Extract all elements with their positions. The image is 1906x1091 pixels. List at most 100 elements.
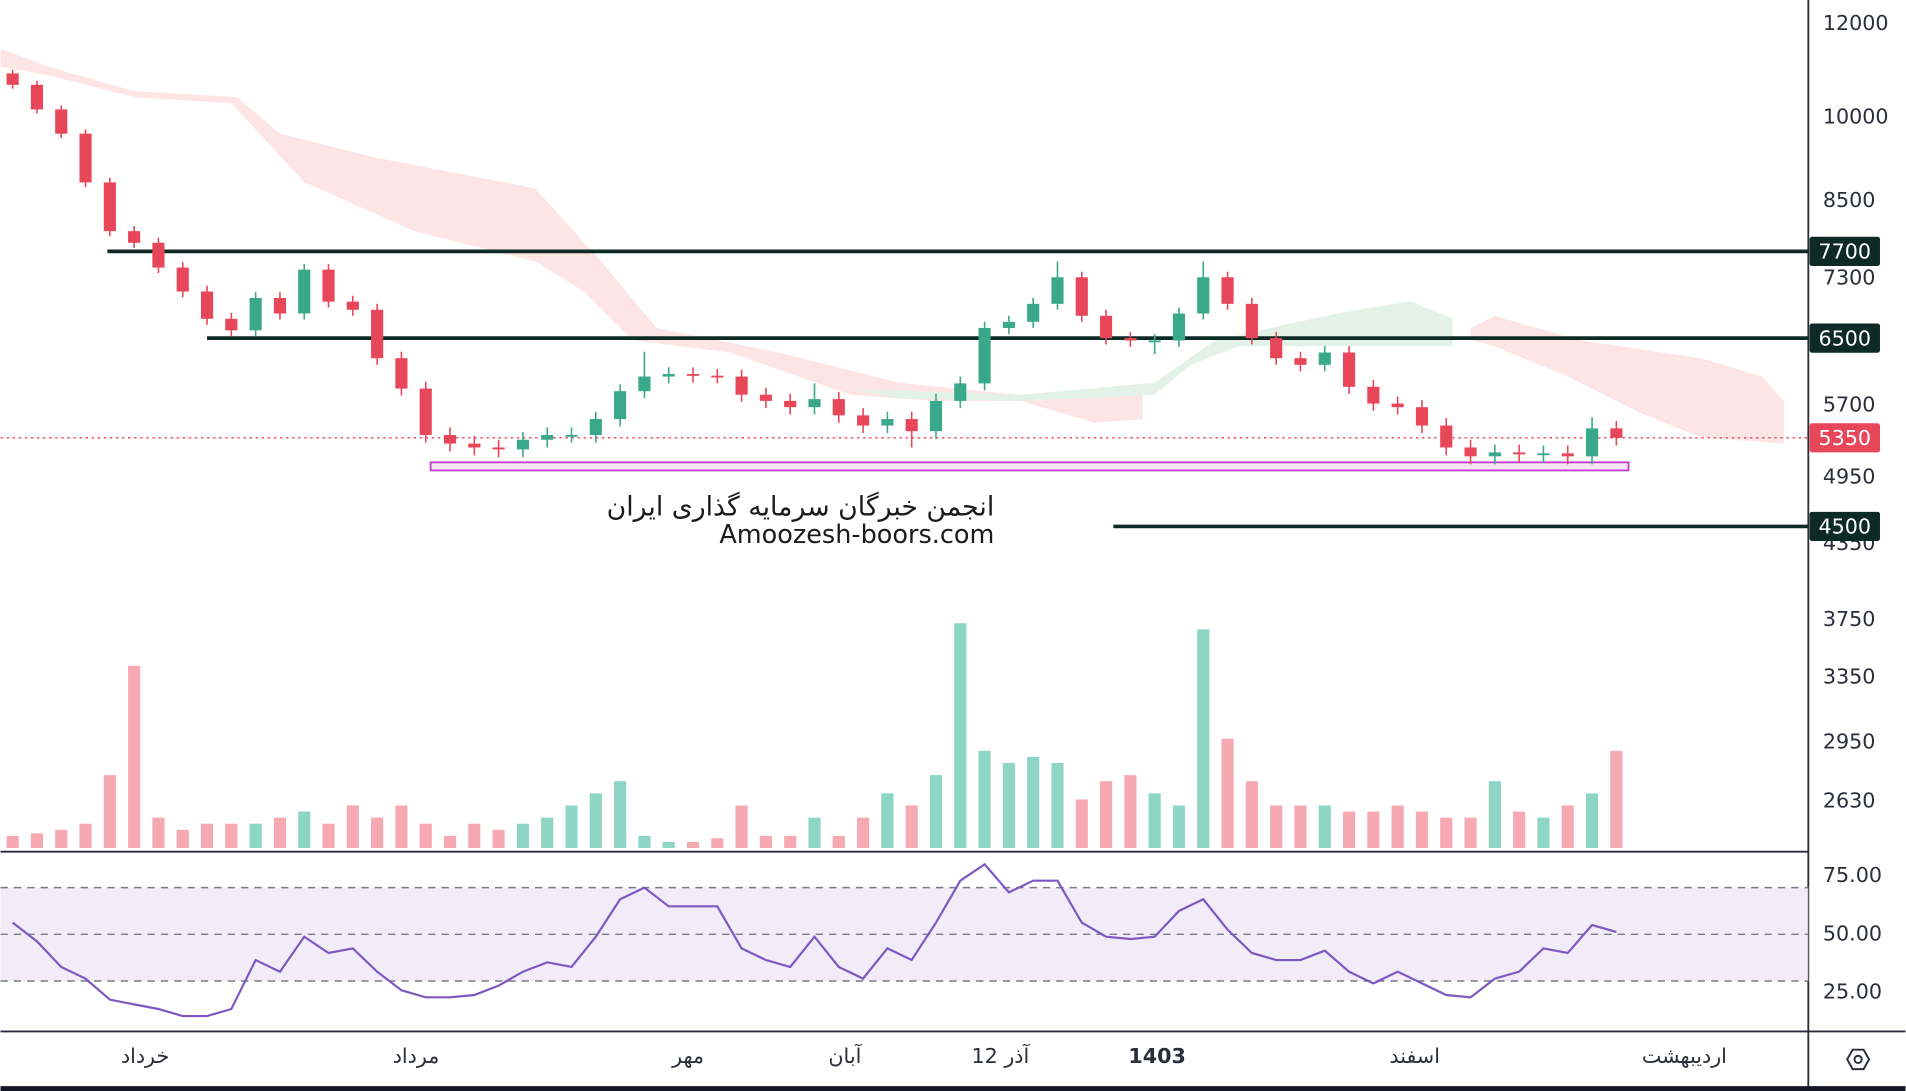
volume-bar: [30, 833, 44, 849]
candle-body: [1075, 277, 1088, 316]
volume-bar: [1051, 762, 1064, 849]
x-tick-label: اردیبهشت: [1642, 1044, 1727, 1068]
level-price-box: [1809, 323, 1880, 353]
x-tick-label: مهر: [671, 1044, 704, 1068]
support-zone: [429, 461, 1630, 472]
y-tick-label: 8500: [1823, 188, 1876, 212]
volume-bar: [1585, 793, 1599, 849]
candle-body: [1027, 303, 1040, 322]
last-price-label: 5350: [1818, 426, 1871, 450]
volume-bar: [443, 835, 457, 849]
candle-body: [30, 84, 44, 110]
volume-bar: [686, 841, 700, 849]
volume-bar: [55, 829, 68, 849]
level-price-label: 4500: [1818, 515, 1871, 539]
candle-body: [1002, 321, 1015, 328]
volume-bar: [1075, 799, 1088, 849]
candle-body: [1367, 386, 1380, 404]
candle-body: [55, 109, 68, 134]
x-tick-label: 1403: [1128, 1044, 1185, 1068]
candle-body: [1464, 447, 1477, 457]
volume-bar: [395, 805, 408, 849]
volume-bar: [1294, 805, 1307, 849]
volume-bar: [1561, 805, 1574, 849]
candle-body: [128, 231, 141, 243]
candle-body: [419, 388, 432, 435]
volume-bar: [589, 793, 602, 849]
candle-body: [1172, 313, 1186, 341]
candle-body: [978, 327, 991, 384]
candle-body: [614, 391, 627, 420]
volume-bar: [128, 665, 141, 849]
candle-body: [1100, 315, 1113, 339]
x-tick-label: آبان: [828, 1043, 862, 1068]
candle-body: [638, 376, 651, 392]
volume-bar: [249, 823, 262, 849]
rsi-band: [0, 887, 1809, 982]
volume-bar: [1415, 811, 1429, 849]
volume-bar: [1148, 793, 1161, 849]
volume-bar: [735, 805, 748, 849]
candle-body: [1294, 358, 1307, 365]
candle-body: [905, 419, 918, 432]
volume-bar: [1172, 805, 1186, 849]
y-tick-label: 10000: [1823, 105, 1889, 129]
candle-body: [1124, 338, 1137, 341]
volume-bar: [1002, 762, 1015, 849]
volume-bar: [1440, 817, 1453, 849]
volume-bar: [103, 775, 116, 849]
settings-button[interactable]: [1846, 1048, 1871, 1071]
volume-bar: [1391, 805, 1404, 849]
volume-bar: [784, 835, 797, 849]
watermark: انجمن خبرگان سرمایه گذاری ایران: [607, 491, 995, 522]
candle-body: [711, 375, 724, 378]
volume-bar: [1100, 781, 1113, 849]
rsi-line: [11, 862, 1617, 1018]
y-tick-label: 5700: [1823, 392, 1876, 416]
y-tick-label: 2950: [1823, 730, 1876, 754]
volume-bar: [516, 823, 529, 849]
volume-bar: [1270, 805, 1283, 849]
candle-body: [298, 269, 311, 314]
rsi-tick-label: 50.00: [1823, 921, 1882, 945]
volume-bar: [1197, 629, 1210, 849]
volume-bar: [1318, 805, 1331, 849]
candle-body: [516, 439, 529, 450]
volume-bar: [1342, 811, 1356, 849]
volume-bar: [419, 823, 432, 849]
volume-bar: [759, 835, 772, 849]
volume-bar: [346, 805, 359, 849]
candle-body: [1148, 340, 1161, 343]
candle-body: [1585, 428, 1599, 457]
last-price-box: [1809, 423, 1880, 453]
y-tick-label: 7300: [1823, 266, 1876, 290]
cloud-bullish: [850, 301, 1453, 401]
volume-bar: [905, 805, 918, 849]
volume-bar: [808, 817, 821, 849]
x-tick-label: اسفند: [1389, 1044, 1440, 1068]
candle-body: [1391, 403, 1404, 408]
settings-icon[interactable]: [1853, 1054, 1863, 1065]
cloud: [0, 48, 1785, 444]
volume-bar: [492, 829, 505, 849]
candle-body: [1537, 453, 1550, 456]
candle-body: [200, 291, 214, 319]
volume-bar: [1464, 817, 1477, 849]
candle-body: [395, 358, 408, 389]
candle-body: [371, 309, 384, 359]
x-tick-label: مرداد: [393, 1044, 440, 1068]
volume-bar: [857, 817, 870, 849]
volume-bar: [1610, 750, 1623, 849]
volume-bar: [200, 823, 214, 849]
candle-body: [103, 182, 116, 232]
candle-body: [565, 434, 578, 437]
volume-bar: [565, 805, 578, 849]
volume-bar: [1245, 781, 1258, 849]
candle-body: [1245, 303, 1258, 339]
settings-icon[interactable]: [1846, 1048, 1871, 1071]
volume-bar: [978, 750, 991, 849]
volume-bar: [371, 817, 384, 849]
y-tick-label: 12000: [1823, 11, 1889, 35]
candle-body: [541, 434, 554, 440]
candle-body: [1610, 428, 1623, 438]
